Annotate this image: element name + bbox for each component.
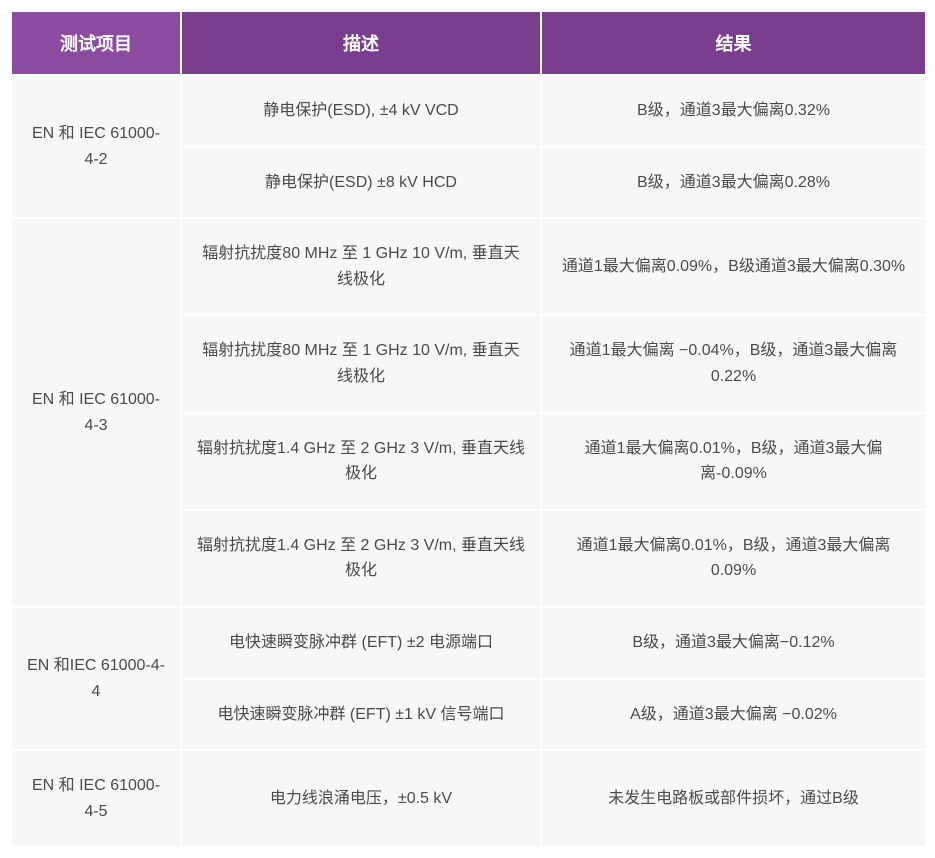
- result-cell: B级，通道3最大偏离0.32%: [541, 75, 926, 147]
- table-row: EN 和 IEC 61000-4-3 辐射抗扰度80 MHz 至 1 GHz 1…: [11, 218, 926, 315]
- result-cell: 通道1最大偏离 −0.04%，B级，通道3最大偏离0.22%: [541, 315, 926, 412]
- result-cell: B级，通道3最大偏离0.28%: [541, 147, 926, 219]
- desc-cell: 辐射抗扰度80 MHz 至 1 GHz 10 V/m, 垂直天线极化: [181, 218, 541, 315]
- test-item-cell: EN 和 IEC 61000-4-5: [11, 750, 181, 847]
- test-item-cell: EN 和IEC 61000-4-4: [11, 607, 181, 750]
- result-cell: 通道1最大偏离0.01%，B级，通道3最大偏离0.09%: [541, 510, 926, 607]
- desc-cell: 静电保护(ESD), ±4 kV VCD: [181, 75, 541, 147]
- desc-cell: 静电保护(ESD) ±8 kV HCD: [181, 147, 541, 219]
- result-cell: A级，通道3最大偏离 −0.02%: [541, 679, 926, 751]
- table-header: 测试项目 描述 结果: [11, 11, 926, 75]
- test-item-cell: EN 和 IEC 61000-4-3: [11, 218, 181, 607]
- test-item-cell: EN 和 IEC 61000-4-2: [11, 75, 181, 218]
- result-cell: 通道1最大偏离0.01%，B级，通道3最大偏离-0.09%: [541, 413, 926, 510]
- desc-cell: 电力线浪涌电压，±0.5 kV: [181, 750, 541, 847]
- column-header-test: 测试项目: [11, 11, 181, 75]
- desc-cell: 电快速瞬变脉冲群 (EFT) ±1 kV 信号端口: [181, 679, 541, 751]
- desc-cell: 辐射抗扰度1.4 GHz 至 2 GHz 3 V/m, 垂直天线极化: [181, 413, 541, 510]
- table-row: EN 和 IEC 61000-4-2 静电保护(ESD), ±4 kV VCD …: [11, 75, 926, 147]
- table-row: EN 和 IEC 61000-4-5 电力线浪涌电压，±0.5 kV 未发生电路…: [11, 750, 926, 847]
- column-header-result: 结果: [541, 11, 926, 75]
- table-row: EN 和IEC 61000-4-4 电快速瞬变脉冲群 (EFT) ±2 电源端口…: [11, 607, 926, 679]
- desc-cell: 辐射抗扰度1.4 GHz 至 2 GHz 3 V/m, 垂直天线极化: [181, 510, 541, 607]
- desc-cell: 电快速瞬变脉冲群 (EFT) ±2 电源端口: [181, 607, 541, 679]
- column-header-desc: 描述: [181, 11, 541, 75]
- result-cell: 未发生电路板或部件损坏，通过B级: [541, 750, 926, 847]
- table-body: EN 和 IEC 61000-4-2 静电保护(ESD), ±4 kV VCD …: [11, 75, 926, 847]
- test-results-table: 测试项目 描述 结果 EN 和 IEC 61000-4-2 静电保护(ESD),…: [10, 10, 927, 848]
- result-cell: 通道1最大偏离0.09%，B级通道3最大偏离0.30%: [541, 218, 926, 315]
- desc-cell: 辐射抗扰度80 MHz 至 1 GHz 10 V/m, 垂直天线极化: [181, 315, 541, 412]
- result-cell: B级，通道3最大偏离−0.12%: [541, 607, 926, 679]
